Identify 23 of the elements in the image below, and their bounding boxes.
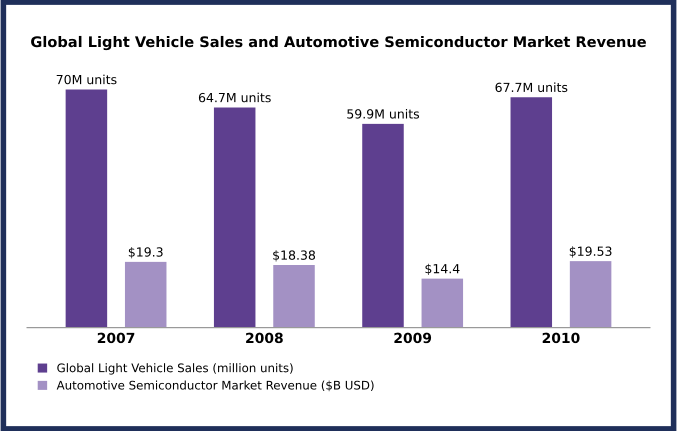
x-tick-label: 2010 — [542, 332, 580, 344]
bar — [214, 108, 256, 328]
data-label: $19.53 — [570, 246, 612, 258]
legend-label: Automotive Semiconductor Market Revenue ($B USD) — [56, 380, 374, 392]
data-label: $14.4 — [425, 264, 460, 276]
data-label: $19.3 — [128, 247, 163, 258]
bar — [422, 278, 464, 328]
x-tick-label: 2009 — [394, 332, 432, 344]
x-tick-label: 2007 — [98, 332, 134, 344]
bar — [362, 124, 404, 328]
x-tick-label: 2008 — [246, 332, 283, 344]
data-label: 59.9M units — [347, 108, 420, 119]
legend-label: Global Light Vehicle Sales (million units) — [57, 363, 293, 375]
data-label: $18.38 — [273, 250, 316, 262]
bar — [273, 265, 315, 328]
chart-title: Global Light Vehicle Sales and Automotive Semiconductor Market Revenue — [31, 36, 646, 50]
data-label: 70M units — [56, 74, 116, 84]
bar — [570, 261, 612, 328]
data-label: 67.7M units — [496, 82, 568, 92]
bar — [510, 97, 552, 328]
data-label: 64.7M units — [198, 92, 271, 102]
bar — [124, 262, 166, 328]
bar — [66, 89, 108, 328]
